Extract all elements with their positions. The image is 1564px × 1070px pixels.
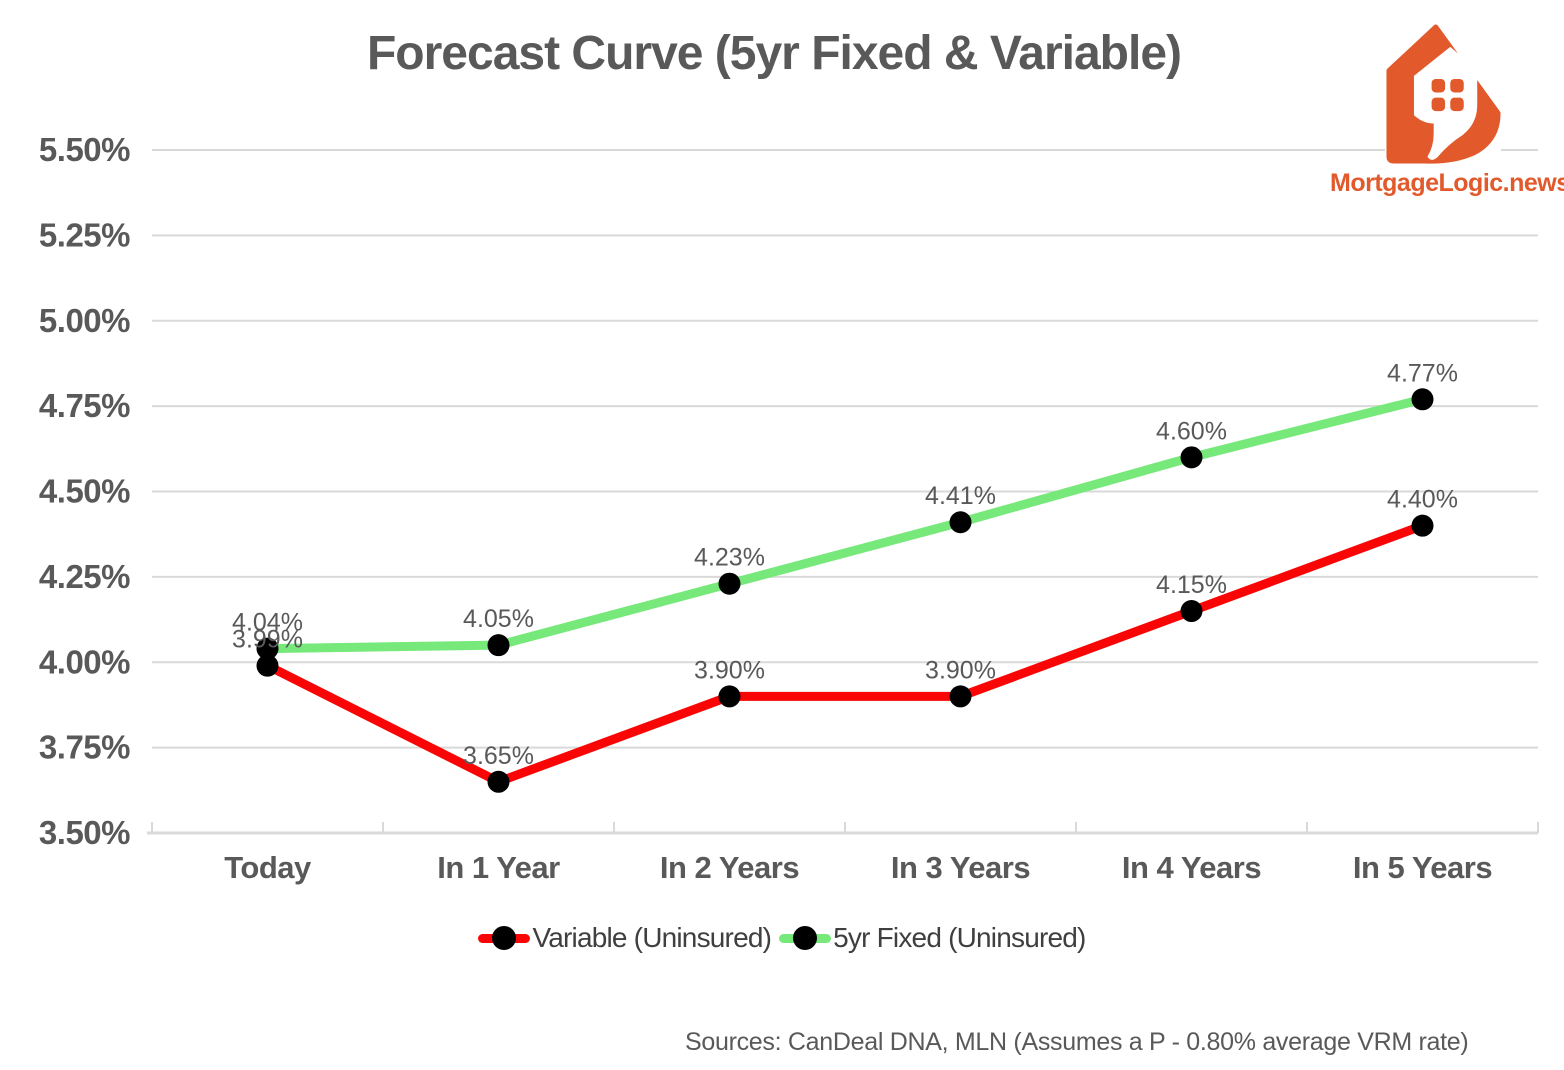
data-point-label: 3.65%: [463, 742, 534, 770]
x-category-label: In 4 Years: [1122, 850, 1261, 885]
x-category-label: In 2 Years: [660, 850, 799, 885]
data-point: [1180, 600, 1203, 623]
x-category-label: In 3 Years: [891, 850, 1030, 885]
data-point-label: 4.23%: [694, 544, 765, 572]
y-tick-label: 5.25%: [39, 216, 130, 253]
data-point: [487, 770, 510, 793]
y-tick-label: 3.75%: [39, 729, 130, 766]
data-point-label: 4.15%: [1156, 571, 1227, 599]
legend-item-variable: Variable (Uninsured): [478, 922, 772, 954]
data-point-label: 3.90%: [925, 656, 996, 684]
y-tick-label: 4.25%: [39, 558, 130, 595]
data-point: [949, 685, 972, 708]
legend-marker-fixed-icon: [779, 926, 832, 950]
y-tick-label: 4.00%: [39, 643, 130, 680]
data-point-label: 3.90%: [694, 656, 765, 684]
data-point: [256, 654, 279, 677]
source-note: Sources: CanDeal DNA, MLN (Assumes a P -…: [685, 1028, 1469, 1056]
y-tick-label: 4.50%: [39, 473, 130, 510]
y-tick-label: 5.00%: [39, 302, 130, 339]
brand-name: MortgageLogic.news: [1330, 169, 1564, 197]
legend-label-variable: Variable (Uninsured): [532, 922, 772, 953]
data-point-label: 3.99%: [232, 626, 303, 654]
house-logo-icon: [1385, 24, 1501, 164]
chart-legend: Variable (Uninsured) 5yr Fixed (Uninsure…: [0, 922, 1564, 954]
data-point: [1180, 446, 1203, 469]
data-point-label: 4.40%: [1387, 486, 1458, 514]
data-point: [1411, 514, 1434, 537]
data-point-label: 4.77%: [1387, 359, 1458, 387]
data-point: [718, 685, 741, 708]
data-point-label: 4.41%: [925, 482, 996, 510]
x-category-label: Today: [224, 850, 312, 885]
data-point: [949, 511, 972, 534]
data-point-label: 4.60%: [1156, 417, 1227, 445]
legend-item-fixed: 5yr Fixed (Uninsured): [779, 922, 1086, 954]
x-category-label: In 5 Years: [1353, 850, 1492, 885]
legend-marker-variable-icon: [478, 926, 531, 950]
y-tick-label: 5.50%: [39, 131, 130, 168]
series-line-5yr-fixed-uninsured-: [263, 394, 1427, 654]
data-point: [1411, 388, 1434, 411]
forecast-line-chart: 3.50% 3.75% 4.00% 4.25% 4.50% 4.75% 5.00% 5.25%…: [39, 131, 1539, 885]
data-point: [256, 637, 279, 660]
legend-label-fixed: 5yr Fixed (Uninsured): [833, 922, 1086, 953]
mortgagelogic-logo: MortgageLogic.news: [1330, 24, 1564, 198]
chart-title: Forecast Curve (5yr Fixed & Variable): [366, 27, 1182, 80]
x-category-label: In 1 Year: [437, 850, 560, 885]
series-line-variable-uninsured-: [263, 521, 1427, 787]
y-tick-label: 4.75%: [39, 387, 130, 424]
data-point: [487, 634, 510, 657]
data-point: [718, 572, 741, 595]
y-tick-label: 3.50%: [39, 814, 130, 851]
data-point-label: 4.04%: [232, 609, 303, 637]
data-point-label: 4.05%: [463, 605, 534, 633]
